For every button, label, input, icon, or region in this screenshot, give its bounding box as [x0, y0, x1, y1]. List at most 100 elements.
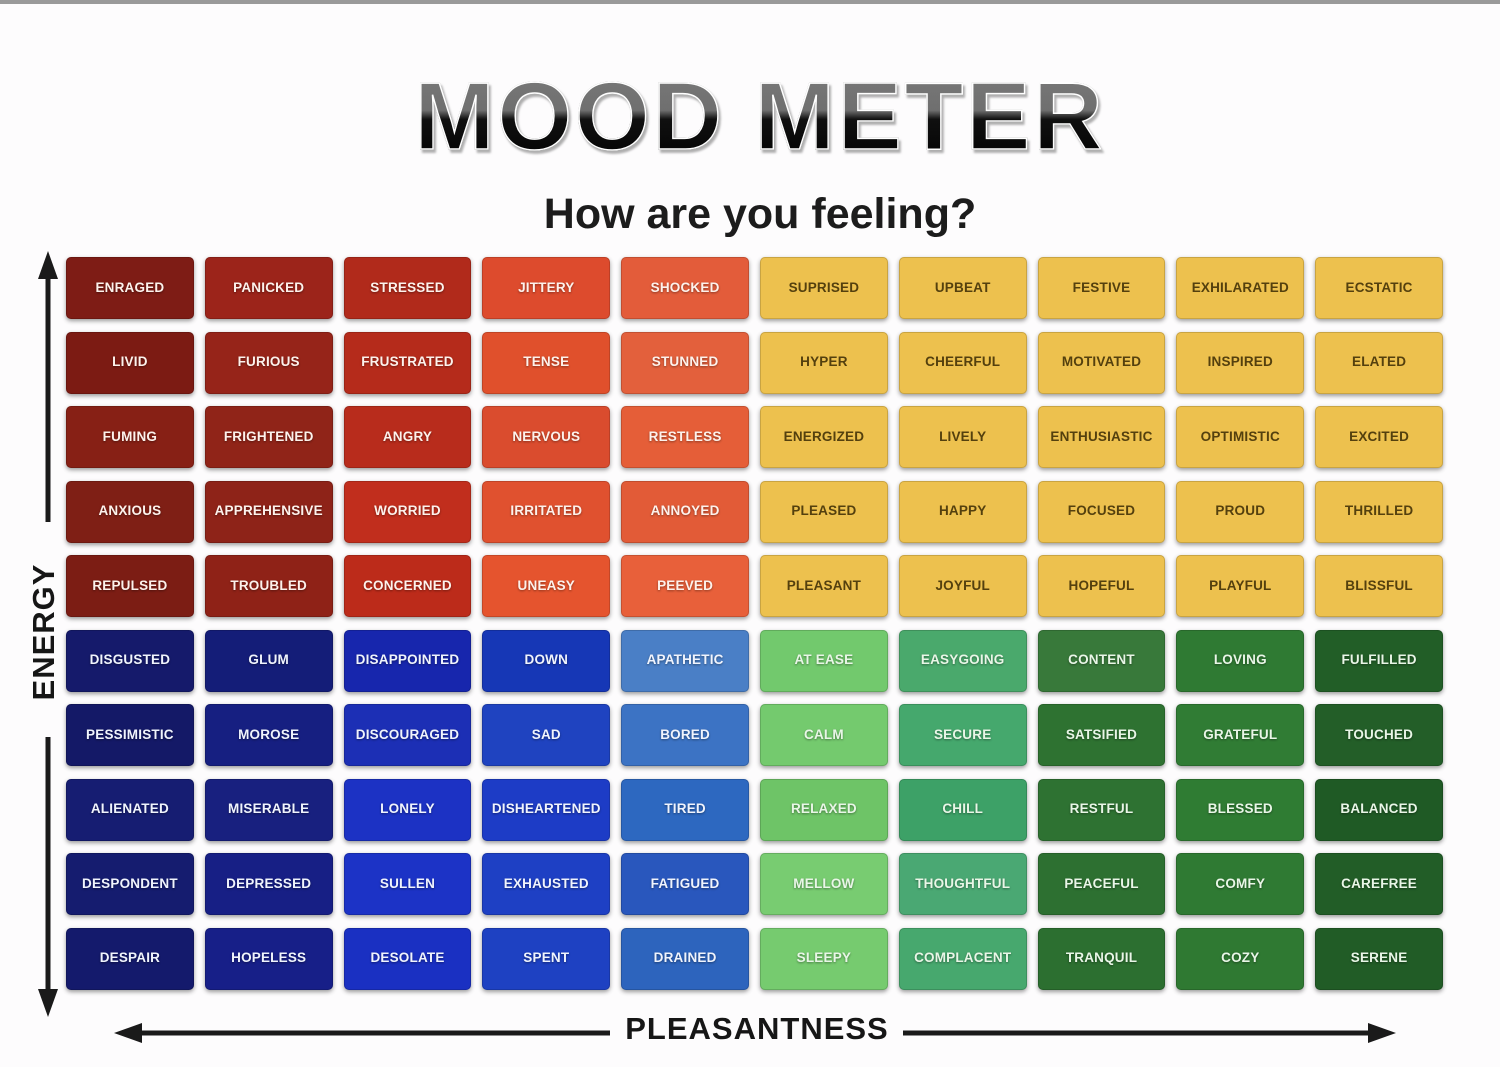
mood-cell-disgusted[interactable]: DISGUSTED	[66, 629, 194, 692]
mood-cell-pleasant[interactable]: PLEASANT	[760, 555, 888, 617]
mood-cell-pessimistic[interactable]: PESSIMISTIC	[66, 704, 194, 766]
mood-cell-worried[interactable]: WORRIED	[343, 480, 472, 543]
mood-cell-fulfilled[interactable]: FULFILLED	[1315, 629, 1443, 692]
mood-cell-peaceful[interactable]: PEACEFUL	[1037, 853, 1166, 915]
mood-cell-concerned[interactable]: CONCERNED	[343, 555, 472, 617]
mood-cell-motivated[interactable]: MOTIVATED	[1037, 331, 1166, 394]
mood-cell-tired[interactable]: TIRED	[621, 778, 749, 841]
mood-cell-sleepy[interactable]: SLEEPY	[760, 927, 888, 990]
mood-cell-thrilled[interactable]: THRILLED	[1315, 480, 1443, 543]
mood-cell-restful[interactable]: RESTFUL	[1037, 778, 1166, 841]
mood-cell-suprised[interactable]: SUPRISED	[760, 257, 888, 319]
mood-cell-hyper[interactable]: HYPER	[760, 331, 888, 394]
mood-cell-exhausted[interactable]: EXHAUSTED	[482, 853, 611, 915]
mood-cell-spent[interactable]: SPENT	[482, 927, 611, 990]
mood-cell-annoyed[interactable]: ANNOYED	[621, 480, 749, 543]
mood-cell-easygoing[interactable]: EASYGOING	[898, 629, 1027, 692]
mood-cell-proud[interactable]: PROUD	[1176, 480, 1305, 543]
mood-cell-jittery[interactable]: JITTERY	[482, 257, 611, 319]
mood-cell-satsified[interactable]: SATSIFIED	[1037, 704, 1166, 766]
mood-cell-apprehensive[interactable]: APPREHENSIVE	[204, 480, 333, 543]
mood-cell-elated[interactable]: ELATED	[1315, 331, 1443, 394]
mood-cell-enthusiastic[interactable]: ENTHUSIASTIC	[1037, 406, 1166, 468]
mood-cell-thoughtful[interactable]: THOUGHTFUL	[898, 853, 1027, 915]
mood-cell-upbeat[interactable]: UPBEAT	[898, 257, 1027, 319]
mood-cell-nervous[interactable]: NERVOUS	[482, 406, 611, 468]
mood-cell-complacent[interactable]: COMPLACENT	[898, 927, 1027, 990]
mood-cell-joyful[interactable]: JOYFUL	[898, 555, 1027, 617]
mood-cell-sullen[interactable]: SULLEN	[343, 853, 472, 915]
mood-cell-blissful[interactable]: BLISSFUL	[1315, 555, 1443, 617]
mood-cell-restless[interactable]: RESTLESS	[621, 406, 749, 468]
mood-cell-depressed[interactable]: DEPRESSED	[204, 853, 333, 915]
mood-cell-disheartened[interactable]: DISHEARTENED	[482, 778, 611, 841]
mood-cell-troubled[interactable]: TROUBLED	[204, 555, 333, 617]
mood-cell-carefree[interactable]: CAREFREE	[1315, 853, 1443, 915]
mood-cell-irritated[interactable]: IRRITATED	[482, 480, 611, 543]
mood-cell-excited[interactable]: EXCITED	[1315, 406, 1443, 468]
mood-cell-energized[interactable]: ENERGIZED	[760, 406, 888, 468]
mood-cell-panicked[interactable]: PANICKED	[204, 257, 333, 319]
mood-cell-morose[interactable]: MOROSE	[204, 704, 333, 766]
mood-cell-alienated[interactable]: ALIENATED	[66, 778, 194, 841]
mood-cell-apathetic[interactable]: APATHETIC	[621, 629, 749, 692]
mood-cell-disappointed[interactable]: DISAPPOINTED	[343, 629, 472, 692]
mood-cell-enraged[interactable]: ENRAGED	[66, 257, 194, 319]
mood-cell-content[interactable]: CONTENT	[1037, 629, 1166, 692]
mood-cell-shocked[interactable]: SHOCKED	[621, 257, 749, 319]
mood-cell-grateful[interactable]: GRATEFUL	[1176, 704, 1305, 766]
mood-cell-despondent[interactable]: DESPONDENT	[66, 853, 194, 915]
mood-cell-glum[interactable]: GLUM	[204, 629, 333, 692]
mood-cell-cozy[interactable]: COZY	[1176, 927, 1305, 990]
mood-cell-optimistic[interactable]: OPTIMISTIC	[1176, 406, 1305, 468]
mood-cell-bored[interactable]: BORED	[621, 704, 749, 766]
mood-cell-mellow[interactable]: MELLOW	[760, 853, 888, 915]
mood-cell-secure[interactable]: SECURE	[898, 704, 1027, 766]
mood-cell-stressed[interactable]: STRESSED	[343, 257, 472, 319]
mood-cell-uneasy[interactable]: UNEASY	[482, 555, 611, 617]
mood-cell-lonely[interactable]: LONELY	[343, 778, 472, 841]
mood-cell-exhilarated[interactable]: EXHILARATED	[1176, 257, 1305, 319]
mood-cell-hopeless[interactable]: HOPELESS	[204, 927, 333, 990]
mood-cell-peeved[interactable]: PEEVED	[621, 555, 749, 617]
mood-cell-angry[interactable]: ANGRY	[343, 406, 472, 468]
mood-cell-miserable[interactable]: MISERABLE	[204, 778, 333, 841]
mood-cell-ecstatic[interactable]: ECSTATIC	[1315, 257, 1443, 319]
mood-cell-discouraged[interactable]: DISCOURAGED	[343, 704, 472, 766]
mood-cell-comfy[interactable]: COMFY	[1176, 853, 1305, 915]
mood-cell-hopeful[interactable]: HOPEFUL	[1037, 555, 1166, 617]
mood-cell-stunned[interactable]: STUNNED	[621, 331, 749, 394]
mood-cell-cheerful[interactable]: CHEERFUL	[898, 331, 1027, 394]
mood-cell-touched[interactable]: TOUCHED	[1315, 704, 1443, 766]
mood-cell-festive[interactable]: FESTIVE	[1037, 257, 1166, 319]
mood-cell-furious[interactable]: FURIOUS	[204, 331, 333, 394]
mood-cell-chill[interactable]: CHILL	[898, 778, 1027, 841]
mood-cell-repulsed[interactable]: REPULSED	[66, 555, 194, 617]
mood-cell-inspired[interactable]: INSPIRED	[1176, 331, 1305, 394]
mood-cell-playful[interactable]: PLAYFUL	[1176, 555, 1305, 617]
mood-cell-blessed[interactable]: BLESSED	[1176, 778, 1305, 841]
mood-cell-calm[interactable]: CALM	[760, 704, 888, 766]
mood-cell-pleased[interactable]: PLEASED	[760, 480, 888, 543]
mood-cell-tranquil[interactable]: TRANQUIL	[1037, 927, 1166, 990]
mood-cell-fatigued[interactable]: FATIGUED	[621, 853, 749, 915]
mood-cell-loving[interactable]: LOVING	[1176, 629, 1305, 692]
mood-cell-fuming[interactable]: FUMING	[66, 406, 194, 468]
mood-cell-balanced[interactable]: BALANCED	[1315, 778, 1443, 841]
mood-cell-despair[interactable]: DESPAIR	[66, 927, 194, 990]
mood-cell-lively[interactable]: LIVELY	[898, 406, 1027, 468]
mood-cell-at-ease[interactable]: AT EASE	[760, 629, 888, 692]
mood-cell-relaxed[interactable]: RELAXED	[760, 778, 888, 841]
mood-cell-livid[interactable]: LIVID	[66, 331, 194, 394]
mood-cell-drained[interactable]: DRAINED	[621, 927, 749, 990]
mood-cell-serene[interactable]: SERENE	[1315, 927, 1443, 990]
mood-cell-anxious[interactable]: ANXIOUS	[66, 480, 194, 543]
mood-cell-happy[interactable]: HAPPY	[898, 480, 1027, 543]
mood-cell-desolate[interactable]: DESOLATE	[343, 927, 472, 990]
mood-cell-sad[interactable]: SAD	[482, 704, 611, 766]
mood-cell-frustrated[interactable]: FRUSTRATED	[343, 331, 472, 394]
mood-cell-down[interactable]: DOWN	[482, 629, 611, 692]
mood-cell-focused[interactable]: FOCUSED	[1037, 480, 1166, 543]
mood-cell-frightened[interactable]: FRIGHTENED	[204, 406, 333, 468]
mood-cell-tense[interactable]: TENSE	[482, 331, 611, 394]
